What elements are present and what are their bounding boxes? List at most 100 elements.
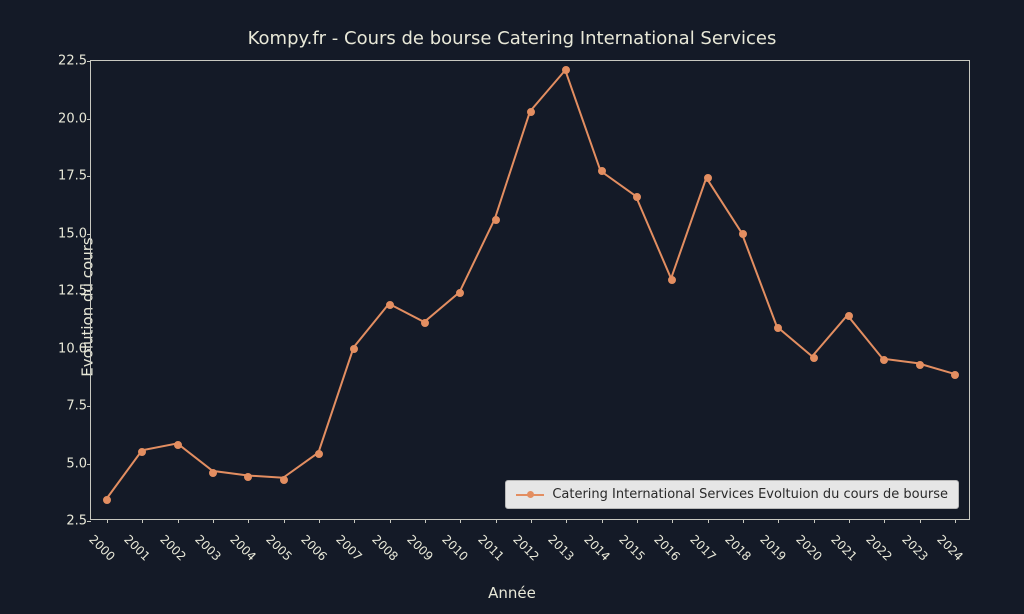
x-tick-label: 2008 (369, 532, 400, 563)
plot-area: Catering International Services Evoltuio… (90, 60, 970, 520)
legend-label: Catering International Services Evoltuio… (552, 487, 948, 502)
y-tick-label: 2.5 (43, 514, 87, 529)
y-tick-label: 12.5 (43, 284, 87, 299)
x-tick-label: 2014 (581, 532, 612, 563)
data-point (174, 441, 182, 449)
data-point (492, 216, 500, 224)
y-tick-label: 15.0 (43, 226, 87, 241)
stock-chart: Kompy.fr - Cours de bourse Catering Inte… (0, 0, 1024, 614)
x-tick-label: 2017 (687, 532, 718, 563)
y-tick-mark (87, 119, 91, 120)
x-tick-mark (390, 519, 391, 523)
chart-title: Kompy.fr - Cours de bourse Catering Inte… (0, 28, 1024, 49)
data-point (421, 319, 429, 327)
x-tick-mark (708, 519, 709, 523)
legend-line-sample (516, 494, 544, 496)
x-tick-label: 2020 (793, 532, 824, 563)
x-tick-mark (496, 519, 497, 523)
x-tick-mark (531, 519, 532, 523)
data-point (633, 193, 641, 201)
data-point (916, 361, 924, 369)
x-tick-label: 2001 (121, 532, 152, 563)
x-tick-label: 2007 (334, 532, 365, 563)
x-tick-mark (778, 519, 779, 523)
data-point (562, 66, 570, 74)
data-point (244, 473, 252, 481)
chart-legend: Catering International Services Evoltuio… (505, 480, 959, 509)
x-tick-label: 2000 (86, 532, 117, 563)
x-tick-label: 2016 (652, 532, 683, 563)
data-point (739, 230, 747, 238)
data-point (668, 276, 676, 284)
x-tick-mark (743, 519, 744, 523)
data-point (704, 174, 712, 182)
x-tick-mark (142, 519, 143, 523)
data-point (280, 476, 288, 484)
x-tick-label: 2021 (828, 532, 859, 563)
y-tick-mark (87, 521, 91, 522)
data-point (810, 354, 818, 362)
data-point (845, 312, 853, 320)
x-tick-mark (284, 519, 285, 523)
y-tick-mark (87, 234, 91, 235)
x-tick-mark (107, 519, 108, 523)
y-tick-label: 22.5 (43, 54, 87, 69)
y-tick-mark (87, 61, 91, 62)
x-tick-label: 2012 (510, 532, 541, 563)
x-tick-label: 2010 (440, 532, 471, 563)
x-tick-mark (566, 519, 567, 523)
x-tick-mark (354, 519, 355, 523)
x-tick-label: 2013 (546, 532, 577, 563)
x-tick-label: 2011 (475, 532, 506, 563)
x-tick-mark (319, 519, 320, 523)
data-point (951, 371, 959, 379)
y-tick-label: 7.5 (43, 399, 87, 414)
data-point (103, 496, 111, 504)
legend-marker-sample (527, 491, 534, 498)
x-tick-mark (920, 519, 921, 523)
x-tick-mark (884, 519, 885, 523)
y-tick-mark (87, 464, 91, 465)
x-tick-label: 2002 (157, 532, 188, 563)
data-point (138, 448, 146, 456)
y-tick-label: 17.5 (43, 169, 87, 184)
x-tick-mark (637, 519, 638, 523)
x-tick-mark (178, 519, 179, 523)
y-tick-mark (87, 406, 91, 407)
series-line (107, 70, 953, 498)
x-tick-mark (849, 519, 850, 523)
x-tick-mark (213, 519, 214, 523)
x-tick-label: 2024 (934, 532, 965, 563)
line-series-svg (91, 61, 969, 519)
x-tick-mark (425, 519, 426, 523)
data-point (527, 108, 535, 116)
x-tick-label: 2019 (758, 532, 789, 563)
x-tick-label: 2004 (228, 532, 259, 563)
y-tick-label: 10.0 (43, 341, 87, 356)
data-point (350, 345, 358, 353)
x-tick-mark (672, 519, 673, 523)
y-tick-label: 5.0 (43, 456, 87, 471)
x-tick-mark (248, 519, 249, 523)
x-tick-label: 2015 (616, 532, 647, 563)
data-point (598, 167, 606, 175)
x-tick-mark (460, 519, 461, 523)
data-point (209, 469, 217, 477)
x-tick-label: 2005 (263, 532, 294, 563)
data-point (386, 301, 394, 309)
y-tick-mark (87, 349, 91, 350)
data-point (774, 324, 782, 332)
y-tick-label: 20.0 (43, 111, 87, 126)
x-tick-mark (814, 519, 815, 523)
data-point (456, 289, 464, 297)
data-point (315, 450, 323, 458)
y-tick-mark (87, 291, 91, 292)
x-tick-label: 2018 (722, 532, 753, 563)
x-tick-mark (955, 519, 956, 523)
x-tick-label: 2006 (298, 532, 329, 563)
data-point (880, 356, 888, 364)
x-tick-label: 2003 (192, 532, 223, 563)
x-tick-label: 2009 (404, 532, 435, 563)
x-tick-label: 2022 (864, 532, 895, 563)
y-tick-mark (87, 176, 91, 177)
